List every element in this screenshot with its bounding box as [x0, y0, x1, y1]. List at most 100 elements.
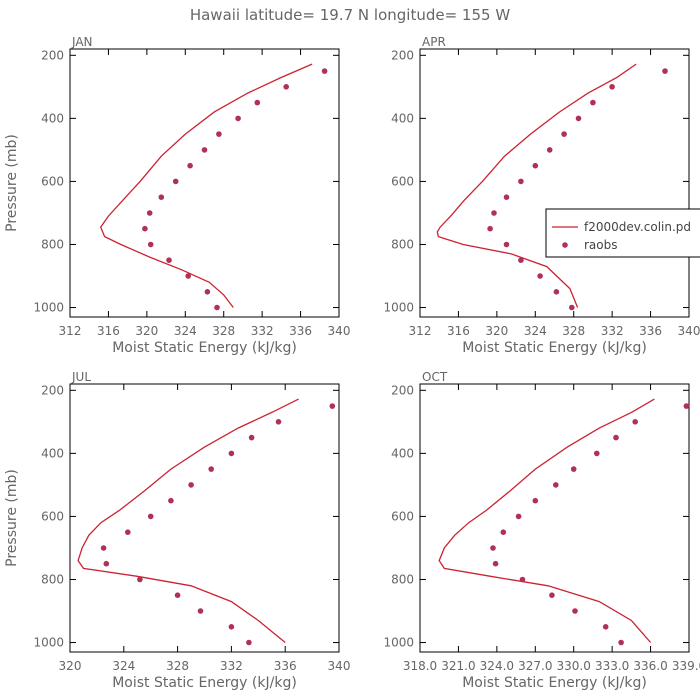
raob-point: [602, 624, 609, 630]
y-tick-label: 200: [391, 48, 414, 62]
raob-point: [518, 178, 524, 185]
raob-point: [618, 639, 624, 646]
x-tick-label: 321.0: [441, 659, 475, 673]
raob-point: [518, 257, 524, 264]
raob-point: [103, 560, 110, 567]
raob-point: [515, 513, 522, 520]
raob-point: [569, 304, 575, 311]
raob-point: [172, 178, 179, 185]
x-tick-label: 339.0: [672, 659, 700, 673]
raob-point: [158, 194, 165, 200]
raob-point: [137, 576, 143, 583]
data-layer: [99, 63, 313, 308]
raob-point: [570, 466, 577, 472]
raob-point: [590, 99, 596, 106]
x-tick-label: 332: [601, 324, 624, 338]
x-tick-label: 328: [562, 324, 585, 338]
raob-point: [185, 273, 191, 279]
x-tick-label: 320: [485, 324, 508, 338]
x-axis-label: Moist Static Energy (kJ/kg): [112, 675, 297, 691]
raob-point: [594, 450, 600, 457]
y-axis-label: Pressure (mb): [4, 469, 20, 567]
raob-point: [683, 403, 690, 409]
model-profile-line: [438, 398, 655, 643]
y-tick-label: 400: [41, 111, 64, 125]
y-tick-label: 200: [391, 383, 414, 397]
y-tick-label: 1000: [383, 301, 414, 315]
raob-point: [254, 99, 261, 106]
model-profile-line: [99, 63, 313, 308]
panel-oct: OCT 318.0 321.0 324.0 327.0 330.0 333.0 336.0 33…: [383, 370, 700, 691]
raob-point: [125, 529, 131, 535]
x-tick-label: 336: [289, 324, 312, 338]
legend: f2000dev.colin.pd raobs: [545, 208, 700, 258]
x-tick-label: 320: [59, 659, 82, 673]
raob-point: [549, 592, 555, 598]
x-tick-label: 312: [409, 324, 432, 338]
y-tick-label: 800: [41, 237, 64, 251]
data-layer: [77, 398, 299, 644]
raob-point: [572, 608, 578, 614]
raob-point: [613, 434, 619, 441]
raob-point: [532, 162, 539, 169]
raob-point: [197, 608, 204, 614]
y-tick-label: 1000: [33, 301, 64, 315]
data-layer: [436, 63, 637, 308]
x-tick-label: 340: [678, 324, 700, 338]
y-tick-label: 600: [391, 174, 414, 188]
raob-point: [187, 162, 193, 169]
raob-point: [491, 210, 497, 216]
raob-point: [147, 513, 154, 520]
y-tick-label: 200: [41, 383, 64, 397]
panels: JAN 312 316 320 324 328 332 336 340 200 400 600 800 1…: [4, 35, 700, 691]
y-tick-label: 200: [41, 48, 64, 62]
x-tick-label: 333.0: [595, 659, 629, 673]
y-tick-label: 800: [391, 572, 414, 586]
y-tick-label: 800: [391, 237, 414, 251]
raob-point: [575, 115, 582, 122]
raob-point: [503, 194, 510, 200]
raob-point: [275, 419, 282, 425]
raob-point: [487, 225, 493, 232]
x-axis-label: Moist Static Energy (kJ/kg): [462, 675, 647, 691]
x-tick-label: 332: [251, 324, 274, 338]
y-tick-label: 1000: [383, 636, 414, 650]
x-tick-label: 336: [274, 659, 297, 673]
raob-point: [632, 419, 638, 425]
legend-box: [545, 208, 700, 258]
x-tick-label: 327.0: [518, 659, 552, 673]
raob-point: [329, 403, 336, 409]
model-profile-line: [436, 63, 637, 308]
plot-frame: [69, 383, 340, 653]
panel-apr: APR 312 316 320 324 328 332 336 340 200 400 600 800 1…: [383, 35, 700, 356]
raob-point: [519, 576, 526, 583]
y-tick-label: 800: [41, 572, 64, 586]
panel-title: APR: [422, 35, 446, 49]
raob-point: [537, 273, 543, 279]
x-tick-label: 328: [212, 324, 235, 338]
raob-point: [208, 466, 214, 472]
raob-point: [235, 115, 241, 122]
x-tick-label: 324.0: [480, 659, 514, 673]
x-tick-label: 336.0: [633, 659, 667, 673]
raob-point: [662, 68, 668, 74]
x-tick-label: 316: [447, 324, 470, 338]
x-axis-label: Moist Static Energy (kJ/kg): [112, 340, 297, 356]
plot-frame: [419, 48, 690, 318]
y-tick-label: 1000: [33, 636, 64, 650]
raob-point: [561, 131, 567, 137]
raob-point: [553, 482, 559, 488]
raob-point: [216, 131, 222, 137]
panel-title: OCT: [422, 370, 448, 384]
legend-label-model: f2000dev.colin.pd: [584, 220, 691, 234]
plot-frame: [419, 383, 690, 653]
raob-point: [490, 545, 496, 551]
raob-point: [147, 241, 154, 248]
raob-point: [201, 147, 208, 153]
raob-point: [228, 624, 235, 630]
raob-point: [553, 289, 560, 295]
x-tick-label: 336: [639, 324, 662, 338]
raob-point: [146, 210, 153, 216]
raob-point: [166, 257, 172, 264]
